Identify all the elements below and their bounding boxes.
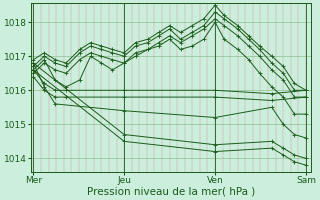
X-axis label: Pression niveau de la mer( hPa ): Pression niveau de la mer( hPa ): [87, 187, 255, 197]
